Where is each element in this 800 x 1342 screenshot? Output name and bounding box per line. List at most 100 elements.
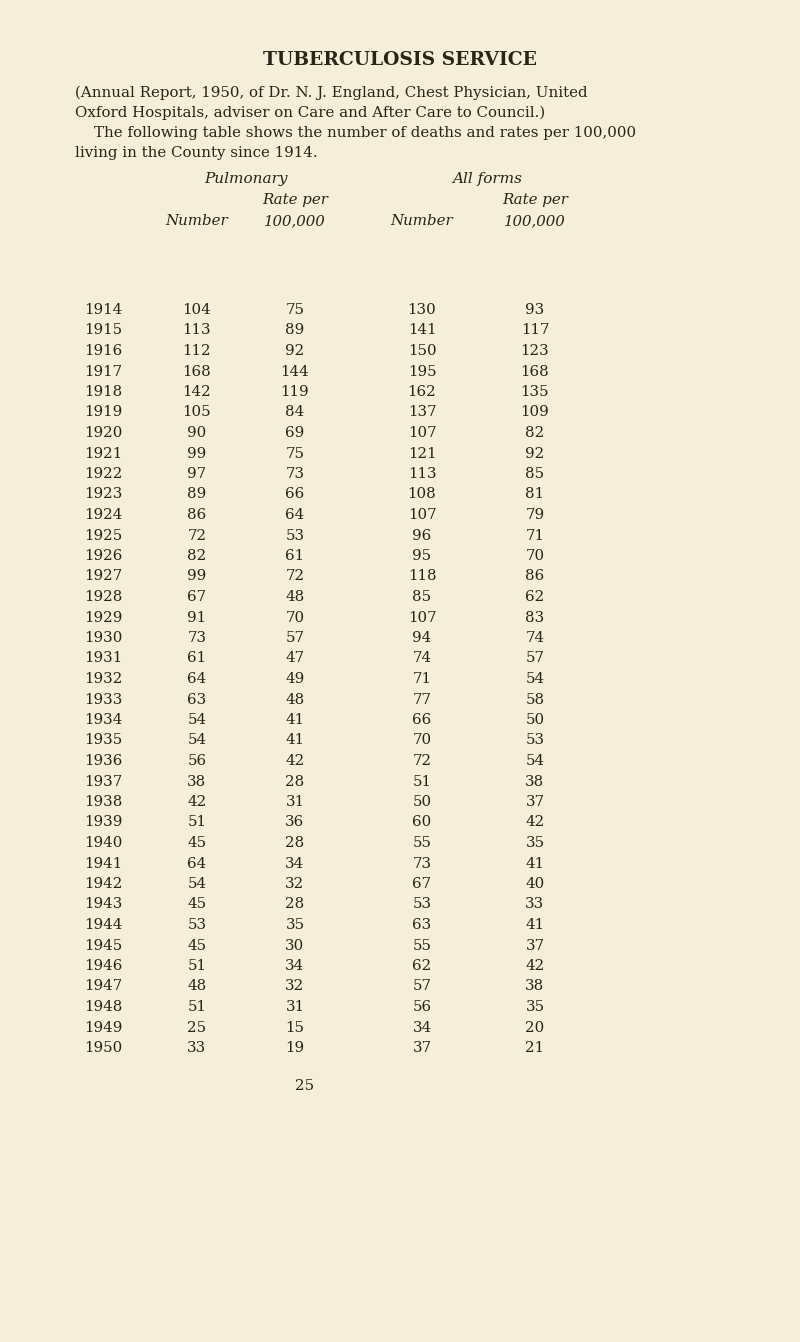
Text: 67: 67 [187, 590, 206, 604]
Text: 1918: 1918 [84, 385, 122, 399]
Text: 1946: 1946 [84, 960, 122, 973]
Text: 38: 38 [526, 980, 545, 993]
Text: 104: 104 [182, 303, 211, 317]
Text: 64: 64 [187, 672, 206, 686]
Text: 99: 99 [187, 447, 206, 460]
Text: 48: 48 [286, 590, 305, 604]
Text: 63: 63 [412, 918, 432, 931]
Text: 86: 86 [526, 569, 545, 584]
Text: 50: 50 [413, 794, 431, 809]
Text: 38: 38 [187, 774, 206, 789]
Text: 73: 73 [286, 467, 305, 480]
Text: 50: 50 [526, 713, 545, 727]
Text: 1919: 1919 [84, 405, 122, 420]
Text: 62: 62 [526, 590, 545, 604]
Text: 53: 53 [187, 918, 206, 931]
Text: 1930: 1930 [84, 631, 122, 646]
Text: 85: 85 [413, 590, 431, 604]
Text: 32: 32 [286, 980, 305, 993]
Text: 54: 54 [187, 734, 206, 747]
Text: 75: 75 [286, 303, 305, 317]
Text: 107: 107 [408, 611, 436, 624]
Text: 92: 92 [286, 344, 305, 358]
Text: 1945: 1945 [84, 938, 122, 953]
Text: 19: 19 [286, 1041, 305, 1055]
Text: 119: 119 [281, 385, 310, 399]
Text: 37: 37 [413, 1041, 431, 1055]
Text: 1917: 1917 [84, 365, 122, 378]
Text: 72: 72 [413, 754, 431, 768]
Text: 1935: 1935 [84, 734, 122, 747]
Text: 61: 61 [286, 549, 305, 564]
Text: 54: 54 [187, 713, 206, 727]
Text: 45: 45 [187, 836, 206, 849]
Text: 54: 54 [526, 754, 545, 768]
Text: 74: 74 [526, 631, 545, 646]
Text: 144: 144 [281, 365, 310, 378]
Text: (Annual Report, 1950, of Dr. N. J. England, Chest Physician, United: (Annual Report, 1950, of Dr. N. J. Engla… [75, 86, 588, 101]
Text: All forms: All forms [452, 172, 522, 187]
Text: 1914: 1914 [84, 303, 122, 317]
Text: 1915: 1915 [84, 323, 122, 337]
Text: 162: 162 [408, 385, 436, 399]
Text: 61: 61 [187, 651, 206, 666]
Text: 85: 85 [526, 467, 545, 480]
Text: 54: 54 [187, 878, 206, 891]
Text: 107: 107 [408, 425, 436, 440]
Text: 15: 15 [286, 1020, 305, 1035]
Text: 89: 89 [187, 487, 206, 502]
Text: 79: 79 [526, 509, 545, 522]
Text: 86: 86 [187, 509, 206, 522]
Text: 55: 55 [413, 836, 431, 849]
Text: 1931: 1931 [84, 651, 122, 666]
Text: 96: 96 [412, 529, 432, 542]
Text: 37: 37 [526, 938, 545, 953]
Text: 64: 64 [187, 856, 206, 871]
Text: 1934: 1934 [84, 713, 122, 727]
Text: 45: 45 [187, 898, 206, 911]
Text: 121: 121 [408, 447, 436, 460]
Text: 36: 36 [286, 816, 305, 829]
Text: 51: 51 [413, 774, 431, 789]
Text: 168: 168 [521, 365, 550, 378]
Text: 53: 53 [286, 529, 305, 542]
Text: 47: 47 [286, 651, 305, 666]
Text: 67: 67 [413, 878, 431, 891]
Text: 35: 35 [286, 918, 305, 931]
Text: 31: 31 [286, 794, 305, 809]
Text: 1949: 1949 [84, 1020, 122, 1035]
Text: 41: 41 [286, 734, 305, 747]
Text: 100,000: 100,000 [264, 213, 326, 228]
Text: 38: 38 [526, 774, 545, 789]
Text: 21: 21 [526, 1041, 545, 1055]
Text: living in the County since 1914.: living in the County since 1914. [75, 146, 318, 160]
Text: 45: 45 [187, 938, 206, 953]
Text: 117: 117 [521, 323, 550, 337]
Text: 118: 118 [408, 569, 436, 584]
Text: 90: 90 [187, 425, 206, 440]
Text: 1950: 1950 [84, 1041, 122, 1055]
Text: 1923: 1923 [84, 487, 122, 502]
Text: 84: 84 [286, 405, 305, 420]
Text: 1932: 1932 [84, 672, 122, 686]
Text: 95: 95 [413, 549, 431, 564]
Text: 75: 75 [286, 447, 305, 460]
Text: 70: 70 [413, 734, 431, 747]
Text: 49: 49 [286, 672, 305, 686]
Text: 57: 57 [526, 651, 545, 666]
Text: 135: 135 [521, 385, 550, 399]
Text: 34: 34 [286, 856, 305, 871]
Text: 1942: 1942 [84, 878, 122, 891]
Text: 1916: 1916 [84, 344, 122, 358]
Text: 66: 66 [286, 487, 305, 502]
Text: 83: 83 [526, 611, 545, 624]
Text: 54: 54 [526, 672, 545, 686]
Text: 30: 30 [286, 938, 305, 953]
Text: 64: 64 [286, 509, 305, 522]
Text: 28: 28 [286, 836, 305, 849]
Text: 58: 58 [526, 692, 545, 706]
Text: 48: 48 [286, 692, 305, 706]
Text: Oxford Hospitals, adviser on Care and After Care to Council.): Oxford Hospitals, adviser on Care and Af… [75, 106, 545, 121]
Text: 41: 41 [286, 713, 305, 727]
Text: 141: 141 [408, 323, 436, 337]
